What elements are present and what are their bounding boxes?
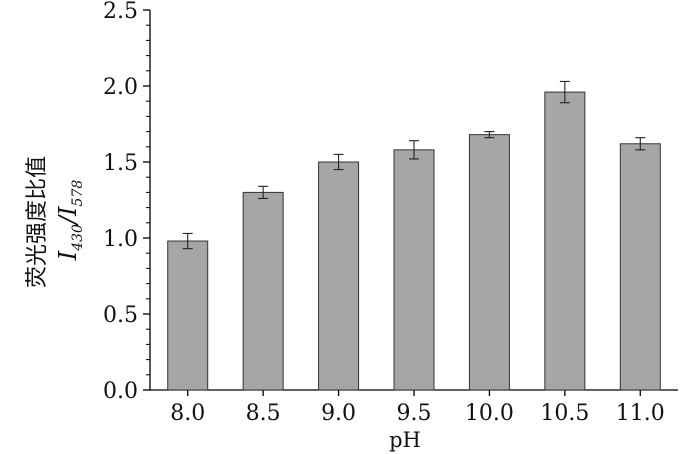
y-tick-label: 1.5 bbox=[103, 151, 138, 176]
x-tick-label: 11.0 bbox=[616, 401, 665, 426]
bar bbox=[544, 91, 586, 391]
x-tick-label: 10.5 bbox=[540, 401, 589, 426]
x-axis-title: pH bbox=[389, 428, 421, 452]
bar bbox=[393, 149, 435, 391]
y-axis-title-denominator: I bbox=[54, 206, 82, 217]
bar bbox=[167, 240, 209, 391]
y-axis-title-numerator-sub: 430 bbox=[70, 224, 86, 252]
x-tick-label: 9.0 bbox=[321, 401, 356, 426]
y-axis-title-separator: / bbox=[54, 213, 82, 226]
y-tick-label: 1.0 bbox=[103, 227, 138, 252]
x-tick-label: 8.0 bbox=[170, 401, 205, 426]
y-axis-title: 荧光强度比值 I430/I578 bbox=[25, 156, 86, 288]
y-axis-title-numerator: I bbox=[54, 250, 82, 261]
y-axis-title-chinese: 荧光强度比值 bbox=[25, 156, 50, 288]
y-tick-label: 0.0 bbox=[103, 379, 138, 404]
y-tick-label: 2.5 bbox=[103, 0, 138, 24]
bar bbox=[318, 161, 360, 391]
bar bbox=[242, 191, 284, 391]
y-axis-title-ratio: I430/I578 bbox=[54, 180, 86, 262]
bar bbox=[468, 134, 510, 391]
axes bbox=[143, 9, 678, 396]
y-tick-label: 2.0 bbox=[103, 75, 138, 100]
x-tick-label: 10.0 bbox=[465, 401, 514, 426]
y-tick-label: 0.5 bbox=[103, 303, 138, 328]
x-tick-labels: 8.0 8.5 9.0 9.5 10.0 10.5 11.0 bbox=[170, 401, 665, 426]
bars bbox=[167, 91, 661, 391]
bar bbox=[619, 143, 661, 391]
x-tick-label: 8.5 bbox=[246, 401, 281, 426]
y-axis-title-denominator-sub: 578 bbox=[70, 180, 86, 207]
y-tick-labels: 0.0 0.5 1.0 1.5 2.0 2.5 bbox=[103, 0, 138, 404]
x-tick-label: 9.5 bbox=[397, 401, 432, 426]
error-bars bbox=[182, 80, 646, 250]
